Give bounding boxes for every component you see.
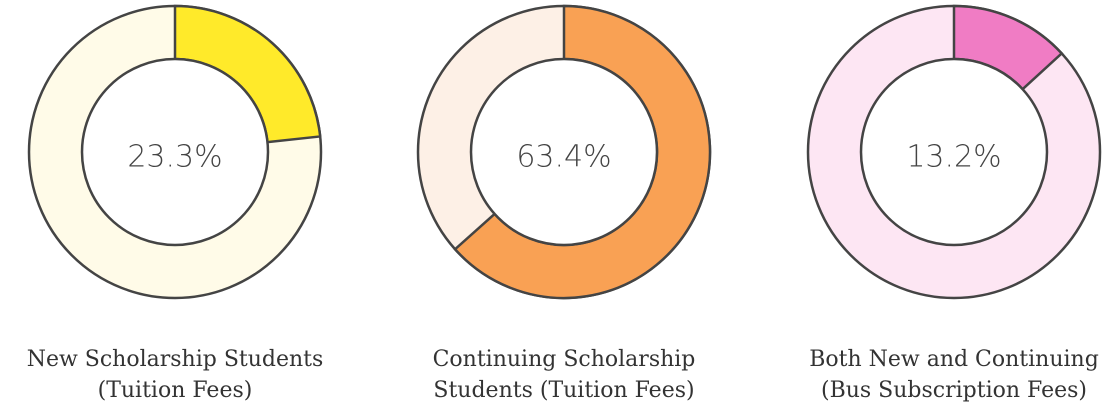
- donut-hole: [80, 57, 270, 247]
- value-label: 63.4%: [516, 140, 611, 175]
- chart-title: (Tuition Fees): [98, 378, 253, 403]
- chart-title: Students (Tuition Fees): [433, 378, 694, 403]
- chart-title: Both New and Continuing: [809, 347, 1099, 372]
- donut-hole: [469, 57, 659, 247]
- chart-title: Continuing Scholarship: [433, 347, 696, 372]
- value-label: 23.3%: [127, 140, 222, 175]
- value-label: 13.2%: [906, 140, 1001, 175]
- chart-title: New Scholarship Students: [27, 347, 324, 372]
- chart-title: (Bus Subscription Fees): [821, 378, 1087, 403]
- donut-hole: [859, 57, 1049, 247]
